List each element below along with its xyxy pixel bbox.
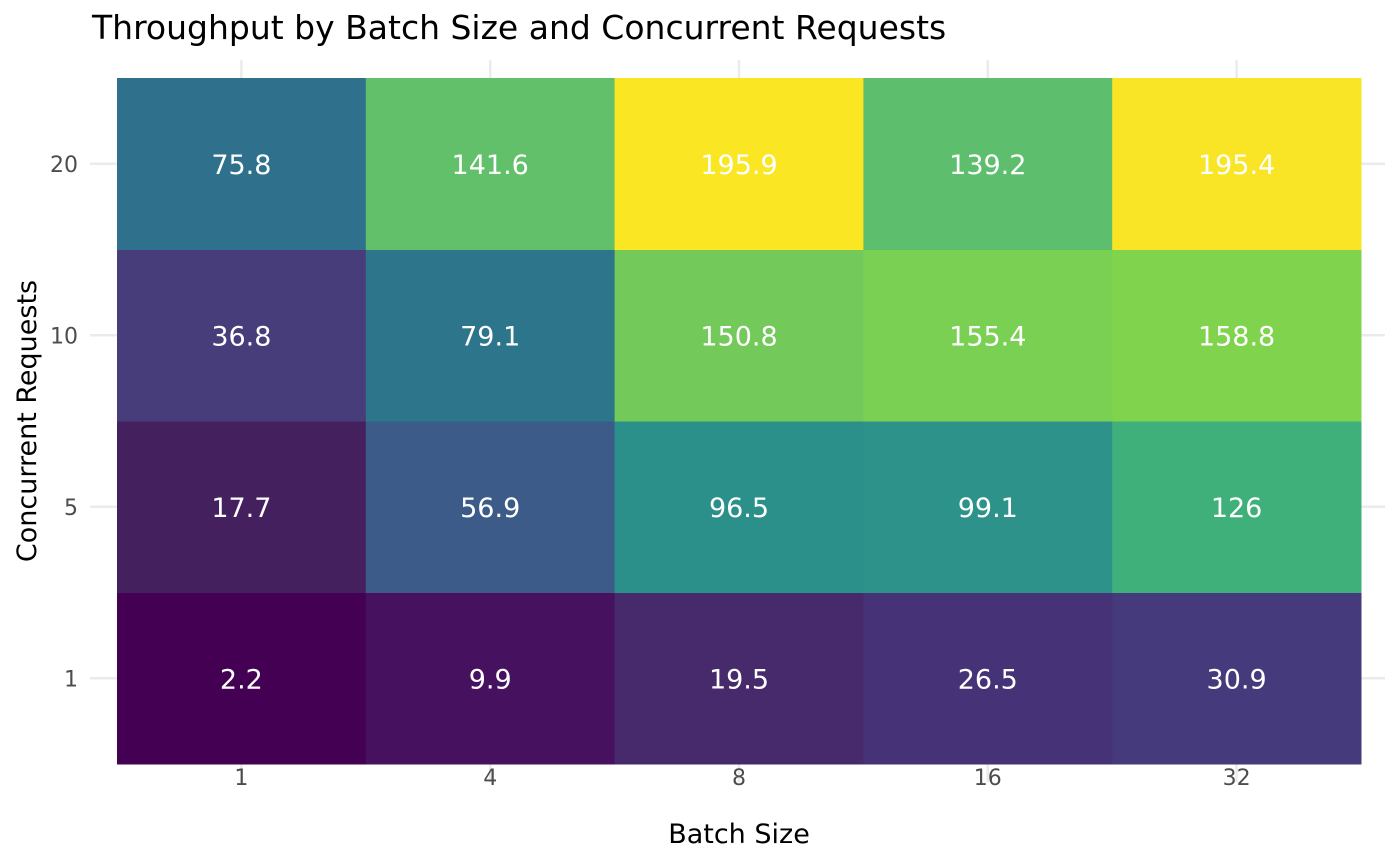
cell-value-label: 141.6	[452, 150, 529, 181]
cell-value-label: 150.8	[700, 321, 777, 352]
heatmap-cell	[365, 421, 616, 593]
heatmap-cell	[614, 78, 864, 250]
cell-value-label: 139.2	[949, 150, 1026, 181]
y-tick-label: 1	[64, 667, 78, 692]
cell-value-label: 17.7	[211, 493, 271, 524]
heatmap-cell	[1112, 592, 1362, 765]
cell-value-label: 126	[1211, 493, 1263, 524]
cell-value-label: 79.1	[460, 321, 520, 352]
cell-value-label: 75.8	[211, 150, 271, 181]
heatmap-cell	[863, 592, 1113, 765]
y-axis-title: Concurrent Requests	[12, 280, 43, 562]
x-tick-label: 32	[1223, 766, 1251, 791]
y-tick-label: 20	[50, 153, 78, 178]
cell-value-label: 155.4	[949, 321, 1026, 352]
heatmap-cell	[117, 592, 367, 765]
heatmap-cell	[863, 421, 1113, 593]
x-axis-title: Batch Size	[668, 819, 810, 850]
cell-value-labels: 2.2 9.9 19.5 26.5 30.9 17.7 56.9 96.5 99.1 126 36.…	[211, 150, 1275, 696]
x-tick-label: 16	[974, 766, 1002, 791]
y-axis-ticks: 1 5 10 20	[50, 153, 78, 693]
heatmap-cell	[1112, 78, 1362, 250]
cell-value-label: 36.8	[211, 321, 271, 352]
cell-value-label: 30.9	[1207, 664, 1267, 695]
x-axis-ticks: 1 4 8 16 32	[234, 766, 1250, 791]
cell-value-label: 99.1	[958, 493, 1018, 524]
y-tick-label: 10	[50, 324, 78, 349]
heatmap-cell	[863, 78, 1113, 250]
heatmap-cell	[117, 78, 367, 250]
heatmap-cell	[863, 249, 1113, 422]
heatmap-cell	[117, 249, 367, 422]
heatmap-cell	[614, 249, 864, 422]
heatmap-cells	[117, 78, 1362, 765]
cell-value-label: 96.5	[709, 493, 769, 524]
heatmap-cell	[365, 78, 616, 250]
heatmap-cell	[365, 249, 616, 422]
cell-value-label: 158.8	[1198, 321, 1275, 352]
heatmap-cell	[1112, 249, 1362, 422]
heatmap-cell	[614, 592, 864, 765]
cell-value-label: 26.5	[958, 664, 1018, 695]
cell-value-label: 19.5	[709, 664, 769, 695]
cell-value-label: 2.2	[220, 664, 263, 695]
heatmap-cell	[365, 592, 616, 765]
cell-value-label: 195.4	[1198, 150, 1275, 181]
x-tick-label: 8	[732, 766, 746, 791]
cell-value-label: 56.9	[460, 493, 520, 524]
cell-value-label: 195.9	[700, 150, 777, 181]
heatmap-cell	[1112, 421, 1362, 593]
heatmap-cell	[614, 421, 864, 593]
x-tick-label: 4	[483, 766, 497, 791]
chart-title: Throughput by Batch Size and Concurrent …	[91, 8, 946, 47]
x-tick-label: 1	[234, 766, 248, 791]
heatmap-cell	[117, 421, 367, 593]
y-tick-label: 5	[64, 496, 78, 521]
cell-value-label: 9.9	[469, 664, 512, 695]
